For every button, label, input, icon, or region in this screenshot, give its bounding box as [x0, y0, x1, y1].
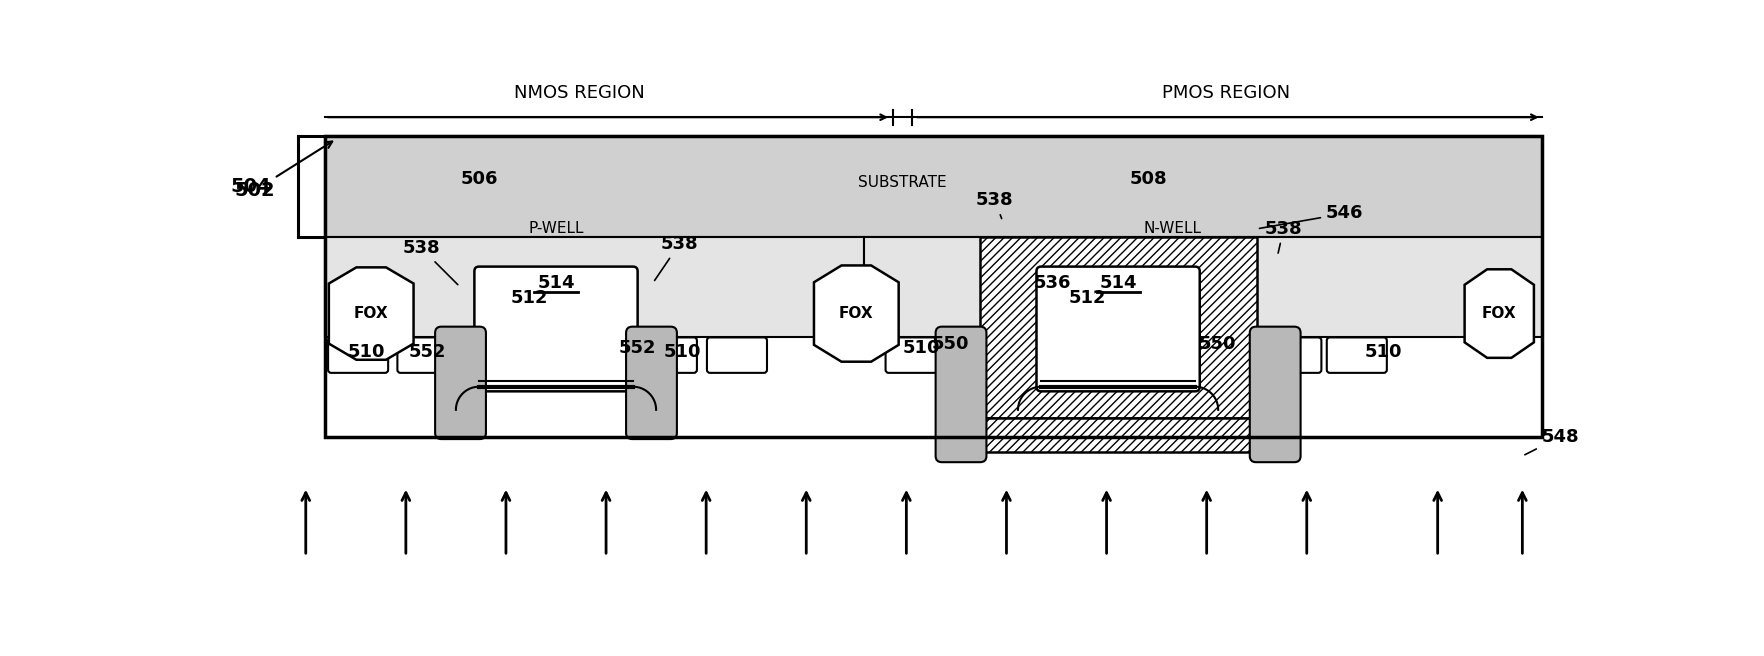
- Text: PMOS REGION: PMOS REGION: [1162, 83, 1289, 102]
- Text: 510: 510: [348, 343, 386, 361]
- Text: P-WELL: P-WELL: [527, 221, 584, 236]
- Polygon shape: [813, 266, 898, 361]
- Text: N-WELL: N-WELL: [1143, 221, 1201, 236]
- Text: 538: 538: [1265, 220, 1302, 253]
- Text: 510: 510: [903, 339, 940, 358]
- Polygon shape: [328, 268, 413, 359]
- Text: 506: 506: [460, 170, 497, 188]
- Text: FOX: FOX: [355, 306, 388, 321]
- FancyBboxPatch shape: [972, 337, 1032, 373]
- Text: 550: 550: [1200, 335, 1237, 354]
- Text: 514: 514: [1099, 274, 1136, 292]
- Text: 550: 550: [931, 335, 968, 354]
- Bar: [979, 237, 1256, 417]
- Text: 538: 538: [654, 236, 699, 281]
- Text: 508: 508: [1131, 170, 1168, 188]
- Text: 546: 546: [1259, 205, 1364, 228]
- Text: FOX: FOX: [840, 306, 873, 321]
- FancyBboxPatch shape: [1261, 337, 1321, 373]
- FancyBboxPatch shape: [707, 337, 767, 373]
- FancyBboxPatch shape: [1037, 266, 1200, 392]
- Text: 512: 512: [1069, 289, 1106, 307]
- Text: 502: 502: [235, 142, 332, 200]
- Text: 504: 504: [231, 177, 272, 196]
- FancyBboxPatch shape: [1327, 337, 1387, 373]
- Text: 536: 536: [1034, 274, 1071, 292]
- FancyBboxPatch shape: [397, 337, 457, 373]
- Text: 510: 510: [663, 343, 702, 361]
- FancyBboxPatch shape: [626, 327, 677, 439]
- Text: SUBSTRATE: SUBSTRATE: [859, 175, 947, 190]
- FancyBboxPatch shape: [436, 327, 485, 439]
- Text: 548: 548: [1524, 428, 1579, 455]
- FancyBboxPatch shape: [328, 337, 388, 373]
- Bar: [979, 417, 1256, 452]
- Text: 510: 510: [1365, 343, 1402, 361]
- Bar: [325, 136, 1542, 237]
- Bar: [325, 136, 1542, 437]
- FancyBboxPatch shape: [637, 337, 697, 373]
- FancyBboxPatch shape: [1249, 327, 1300, 462]
- Text: 538: 538: [402, 239, 459, 285]
- Polygon shape: [1464, 270, 1535, 358]
- Text: 514: 514: [538, 274, 575, 292]
- Text: 552: 552: [619, 339, 656, 358]
- Text: NMOS REGION: NMOS REGION: [513, 83, 644, 102]
- Text: 538: 538: [975, 192, 1014, 218]
- Bar: [864, 237, 1542, 337]
- Text: 552: 552: [409, 343, 446, 361]
- Bar: [325, 237, 864, 337]
- FancyBboxPatch shape: [935, 327, 986, 462]
- FancyBboxPatch shape: [475, 266, 637, 392]
- FancyBboxPatch shape: [886, 337, 946, 373]
- Text: FOX: FOX: [1482, 306, 1517, 321]
- Text: 512: 512: [510, 289, 549, 307]
